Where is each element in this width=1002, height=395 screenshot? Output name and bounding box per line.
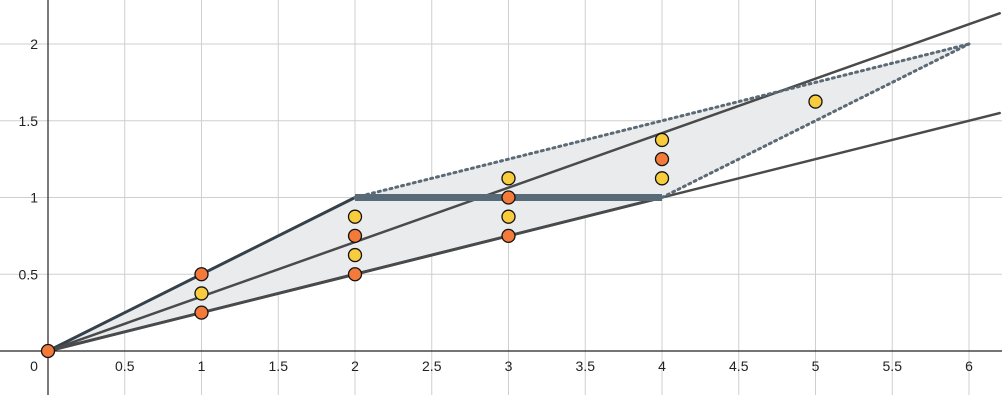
data-point [347, 247, 363, 263]
x-tick-label: 0.5 [115, 358, 135, 374]
y-tick-label: 1.5 [19, 113, 39, 129]
origin-label: 0 [30, 358, 38, 374]
dotted-line [660, 42, 971, 199]
data-point [194, 267, 209, 282]
data-point [40, 343, 56, 359]
x-tick-label: 5.5 [883, 358, 903, 374]
y-tick-label: 2 [30, 36, 38, 52]
data-point [347, 267, 363, 282]
data-point [654, 171, 670, 186]
data-point [501, 190, 516, 205]
data-point [347, 209, 363, 224]
x-tick-label: 4.5 [729, 358, 749, 374]
line-series [46, 12, 1001, 353]
y-tick-label: 1 [30, 190, 38, 206]
x-tick-label: 2.5 [422, 358, 442, 374]
data-point [347, 228, 363, 244]
lines [46, 12, 1001, 353]
data-point [501, 171, 516, 186]
data-point [501, 228, 516, 244]
data-point [654, 132, 670, 148]
y-tick-label: 0.5 [19, 266, 39, 282]
data-point [194, 286, 209, 301]
x-tick-label: 5 [812, 358, 820, 374]
dotted-line [353, 42, 971, 199]
x-tick-label: 4 [658, 358, 666, 374]
line-series [46, 111, 1001, 353]
x-tick-label: 2 [351, 358, 359, 374]
points [40, 94, 823, 359]
data-point [808, 94, 823, 109]
x-tick-label: 3 [505, 358, 513, 374]
data-point [194, 305, 209, 320]
x-tick-label: 6 [965, 358, 973, 374]
tick-labels: 0.5 1 1.5 2 2.5 3 3.5 4 4.5 5 5.5 6 0.5 1 1.5 2 0 [19, 36, 974, 374]
x-tick-label: 1 [198, 358, 206, 374]
x-tick-label: 3.5 [576, 358, 596, 374]
x-tick-label: 1.5 [269, 358, 289, 374]
data-point [654, 151, 670, 167]
data-point [501, 209, 516, 224]
